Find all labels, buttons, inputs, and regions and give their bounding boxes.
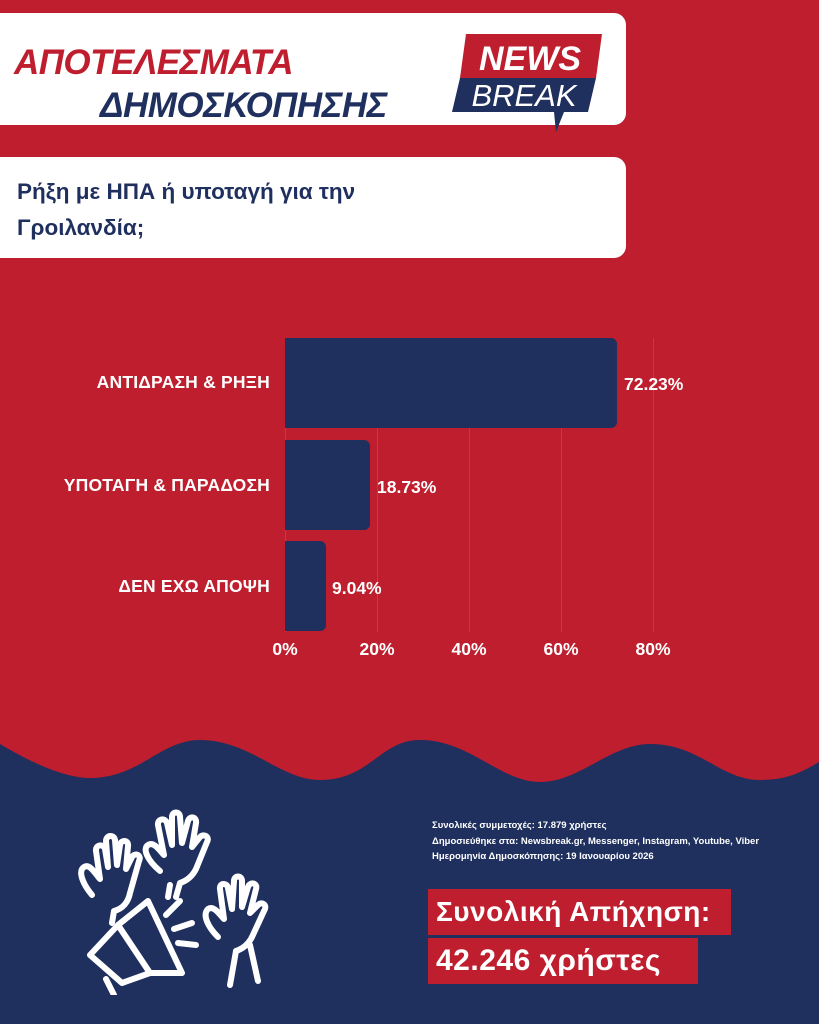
question-card: Ρήξη με ΗΠΑ ή υποταγή για την Γροιλανδία… [0,157,626,258]
x-tick: 20% [359,639,395,659]
category-label: ΥΠΟΤΑΓΗ & ΠΑΡΑΔΟΣΗ [63,475,270,495]
newsbreak-logo: NEWS BREAK [452,34,602,132]
category-label: ΔΕΝ ΕΧΩ ΑΠΟΨΗ [118,576,270,596]
total-reach-label: Συνολική Απήχηση: [428,889,731,935]
poll-info: Συνολικές συμμετοχές: 17.879 χρήστες Δημ… [432,818,759,865]
published-text: Δημοσιεύθηκε στα: Newsbreak.gr, Messenge… [432,835,760,847]
participants-text: Συνολικές συμμετοχές: 17.879 χρήστες [432,820,607,831]
bar-chart: ΑΝΤΙΔΡΑΣΗ & ΡΗΞΗ 72.23% ΥΠΟΤΑΓΗ & ΠΑΡΑΔΟ… [0,330,819,670]
category-label: ΑΝΤΙΔΡΑΣΗ & ΡΗΞΗ [96,372,270,392]
raised-hands-megaphone-icon [78,809,269,995]
header-title-line1: ΑΠΟΤΕΛΕΣΜΑΤΑ [14,43,293,82]
x-tick: 80% [635,639,671,659]
bar-no-opinion [285,541,326,631]
question-line2: Γροιλανδία; [17,215,145,240]
total-reach-value: 42.246 χρήστες [428,938,698,984]
bar-submission [285,440,370,530]
logo-news-text: NEWS [479,40,581,78]
value-label: 18.73% [377,477,437,497]
x-tick: 0% [272,639,298,659]
gridline-80 [653,338,654,632]
gridline-20 [377,338,378,632]
bar-reaction [285,338,617,428]
value-label: 9.04% [332,578,382,598]
x-tick: 60% [543,639,579,659]
x-tick: 40% [451,639,487,659]
gridline-60 [561,338,562,632]
logo-break-text: BREAK [471,78,577,113]
question-line1: Ρήξη με ΗΠΑ ή υποταγή για την [17,179,356,204]
value-label: 72.23% [624,374,684,394]
header-title-line2: ΔΗΜΟΣΚΟΠΗΣΗΣ [100,86,387,125]
date-text: Ημερομηνία Δημοσκόπησης: 19 Ιανουαρίου 2… [432,851,654,862]
gridline-40 [469,338,470,632]
